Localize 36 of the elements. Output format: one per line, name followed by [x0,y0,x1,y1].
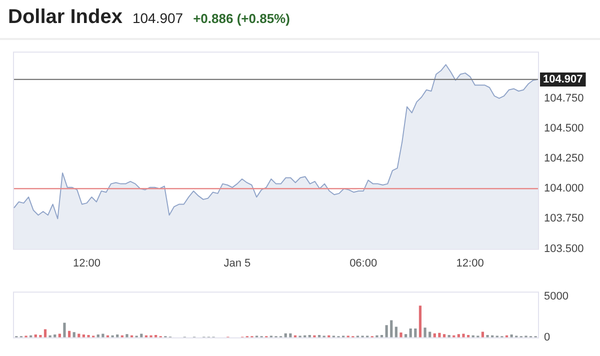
bar [394,326,398,338]
ref-line-label: 104.907 [543,73,583,86]
y-tick-label: 104.250 [544,152,584,165]
y-tick-label: 104.500 [544,122,584,134]
bar [409,328,412,338]
y-tick-label: 104.000 [544,182,584,195]
bar [428,332,432,338]
bar [462,334,465,338]
x-tick-label: 06:00 [350,257,378,270]
bar [126,334,128,338]
y-tick-label: 5000 [544,290,568,303]
text: +0.886 (+0.85%) [193,11,290,26]
bar [63,322,66,338]
bar [486,334,489,338]
bar [400,332,402,338]
x-tick-label: Jan 5 [224,257,251,270]
bar [390,320,393,338]
bar [87,334,90,338]
bar [424,328,426,338]
bar [481,332,484,338]
x-tick-label: 12:00 [73,257,101,270]
y-tick-label: 0 [544,331,550,344]
bar [385,325,388,338]
bar [414,328,417,338]
y-tick-label: 103.500 [544,242,584,255]
bar [72,332,76,338]
bar [58,334,61,338]
bar [140,334,143,338]
bar [102,334,104,338]
chart-title: Dollar Index [8,6,122,29]
y-tick-label: 103.750 [544,212,584,225]
bar [418,306,422,338]
chart-subtitle: 104.907 [132,10,184,26]
y-tick-label: 104.750 [544,92,584,104]
bar [78,334,80,338]
x-tick-label: 12:00 [456,257,484,270]
